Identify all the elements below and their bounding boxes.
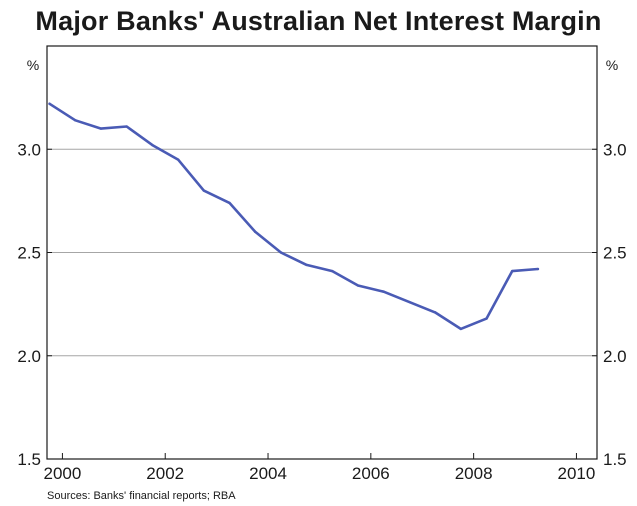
data-point — [48, 102, 51, 106]
data-point — [485, 317, 488, 320]
data-point — [510, 269, 514, 273]
data-point — [74, 119, 77, 122]
x-tick-label: 2008 — [455, 464, 493, 483]
y-tick-label-left: 2.0 — [17, 347, 41, 366]
data-point — [176, 158, 180, 161]
data-point — [433, 311, 437, 314]
y-tick-label-right: 2.0 — [603, 347, 627, 366]
y-axis-unit-left: % — [27, 57, 39, 73]
x-tick-label: 2002 — [146, 464, 184, 483]
data-point — [382, 290, 385, 293]
series-group — [48, 102, 540, 331]
y-tick-label-right: 3.0 — [603, 140, 627, 159]
tick-labels: 1.5 1.5 2.0 2.0 2.5 2.5 3.0 3.0 2000 2002 2004 2006… — [17, 140, 626, 483]
data-point — [408, 300, 411, 304]
data-point — [253, 230, 257, 234]
data-point — [125, 125, 128, 128]
y-axis-unit-right: % — [606, 57, 618, 73]
series-line — [48, 102, 540, 331]
tick-marks — [47, 148, 597, 460]
y-tick-label-left: 1.5 — [17, 450, 41, 469]
x-tick-label: 2006 — [352, 464, 390, 483]
data-point — [459, 327, 462, 331]
chart-title: Major Banks' Australian Net Interest Mar… — [35, 6, 602, 36]
data-point — [305, 263, 308, 267]
source-note: Sources: Banks' financial reports; RBA — [47, 490, 236, 502]
y-tick-label-right: 1.5 — [603, 450, 627, 469]
data-point — [331, 269, 334, 273]
data-point — [279, 251, 283, 254]
x-tick-label: 2000 — [44, 464, 82, 483]
x-tick-label: 2004 — [249, 464, 287, 483]
y-tick-label-right: 2.5 — [603, 244, 627, 263]
x-tick-label: 2010 — [558, 464, 596, 483]
data-point — [536, 267, 540, 271]
y-tick-label-left: 2.5 — [17, 244, 41, 263]
gridlines — [47, 148, 597, 357]
data-point — [202, 189, 205, 192]
data-point — [151, 143, 154, 147]
y-tick-label-left: 3.0 — [17, 140, 41, 159]
data-point — [228, 201, 231, 205]
data-point — [356, 284, 360, 287]
data-point — [99, 127, 103, 130]
